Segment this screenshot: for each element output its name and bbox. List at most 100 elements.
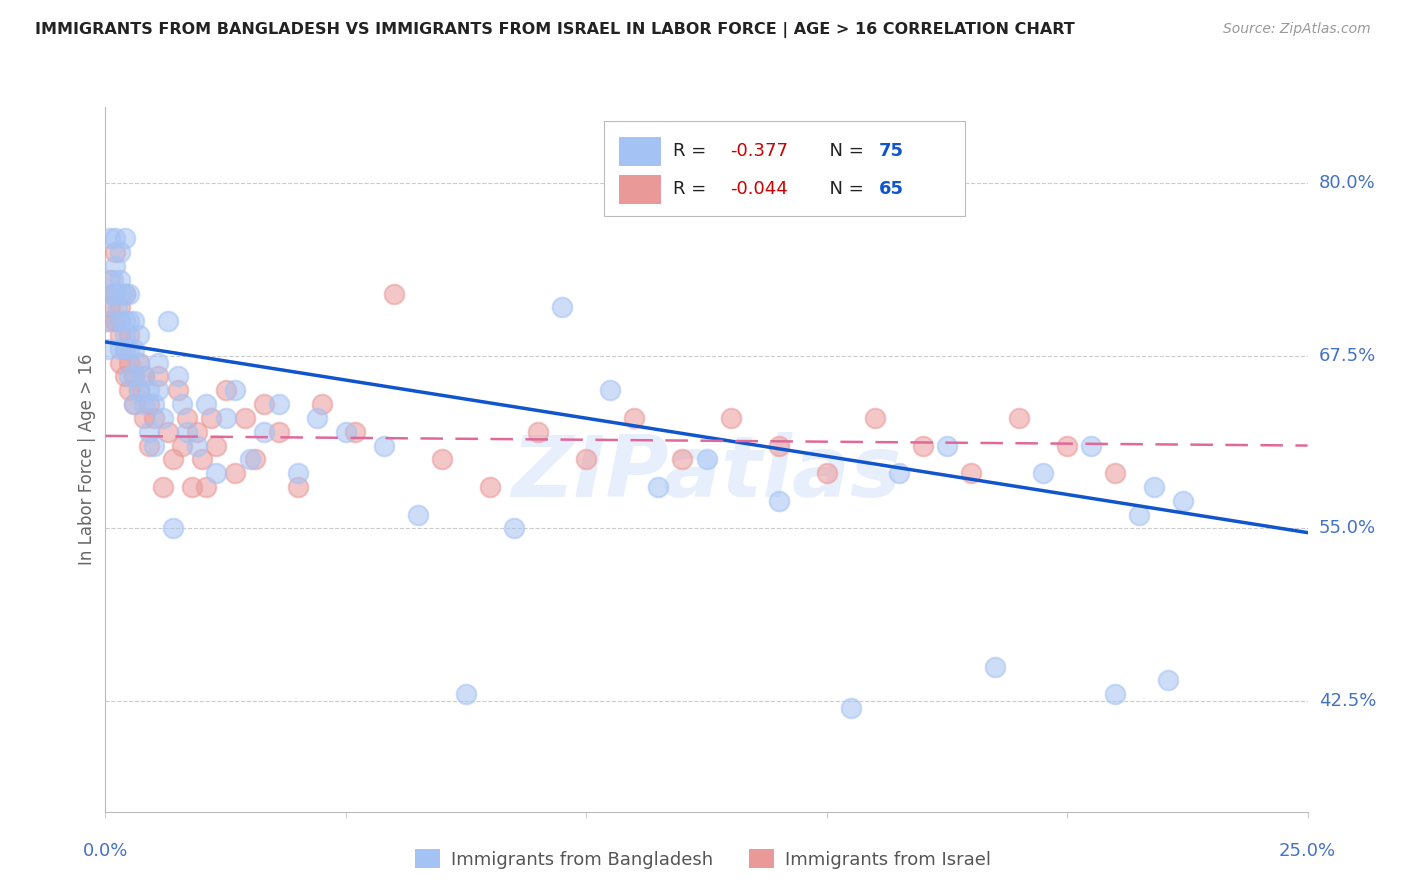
Point — [118, 384, 141, 398]
Point — [887, 466, 910, 480]
Point — [224, 466, 246, 480]
Point — [224, 384, 246, 398]
Point — [114, 286, 136, 301]
Point — [195, 480, 218, 494]
Point — [1157, 673, 1180, 688]
Point — [205, 466, 228, 480]
Point — [156, 425, 179, 439]
Point — [142, 439, 165, 453]
Point — [128, 384, 150, 398]
Point — [454, 687, 477, 701]
Point — [138, 384, 160, 398]
Text: 25.0%: 25.0% — [1279, 842, 1336, 860]
Text: -0.044: -0.044 — [731, 180, 789, 199]
Point — [108, 301, 131, 315]
Point — [243, 452, 266, 467]
Point — [768, 439, 790, 453]
Point — [200, 411, 222, 425]
Point — [98, 286, 121, 301]
Point — [176, 425, 198, 439]
Point — [696, 452, 718, 467]
Point — [101, 286, 124, 301]
Point — [181, 480, 204, 494]
Point — [479, 480, 502, 494]
Point — [1152, 825, 1174, 839]
Point — [148, 369, 170, 384]
Text: IMMIGRANTS FROM BANGLADESH VS IMMIGRANTS FROM ISRAEL IN LABOR FORCE | AGE > 16 C: IMMIGRANTS FROM BANGLADESH VS IMMIGRANTS… — [35, 22, 1076, 38]
Point — [104, 231, 127, 245]
Point — [108, 328, 131, 343]
Text: ZIPatlas: ZIPatlas — [512, 432, 901, 515]
Point — [768, 493, 790, 508]
Point — [124, 369, 146, 384]
FancyBboxPatch shape — [619, 176, 661, 203]
Point — [114, 286, 136, 301]
Point — [98, 301, 121, 315]
Point — [97, 314, 120, 328]
Point — [148, 356, 170, 370]
Point — [176, 411, 198, 425]
Point — [118, 356, 141, 370]
Point — [335, 425, 357, 439]
Point — [287, 480, 309, 494]
Point — [101, 273, 124, 287]
Point — [503, 521, 526, 535]
Point — [108, 314, 131, 328]
Point — [108, 245, 131, 260]
Point — [138, 397, 160, 411]
Point — [253, 397, 276, 411]
Point — [599, 384, 621, 398]
Point — [1104, 466, 1126, 480]
Point — [1056, 439, 1078, 453]
Point — [142, 411, 165, 425]
Point — [156, 314, 179, 328]
Point — [911, 439, 934, 453]
Point — [114, 342, 136, 356]
Text: R =: R = — [673, 143, 711, 161]
Text: 55.0%: 55.0% — [1319, 519, 1376, 538]
Point — [214, 411, 236, 425]
Point — [205, 439, 228, 453]
Point — [118, 314, 141, 328]
Point — [114, 328, 136, 343]
Point — [305, 411, 328, 425]
Text: 0.0%: 0.0% — [83, 842, 128, 860]
Point — [936, 439, 959, 453]
Point — [114, 231, 136, 245]
Point — [551, 301, 574, 315]
Text: N =: N = — [818, 143, 870, 161]
Point — [1008, 411, 1031, 425]
Point — [108, 273, 131, 287]
Point — [166, 384, 188, 398]
Text: 42.5%: 42.5% — [1319, 692, 1376, 710]
Text: 65: 65 — [879, 180, 904, 199]
Point — [527, 425, 550, 439]
Point — [815, 466, 838, 480]
Point — [114, 369, 136, 384]
Point — [124, 397, 146, 411]
Point — [430, 452, 453, 467]
Point — [118, 286, 141, 301]
Point — [172, 439, 194, 453]
Point — [172, 397, 194, 411]
Text: R =: R = — [673, 180, 711, 199]
Point — [138, 425, 160, 439]
Text: 75: 75 — [879, 143, 904, 161]
Point — [128, 384, 150, 398]
Point — [984, 659, 1007, 673]
Point — [148, 384, 170, 398]
Point — [98, 314, 121, 328]
Point — [1080, 439, 1102, 453]
Point — [118, 328, 141, 343]
Point — [98, 231, 121, 245]
Point — [233, 411, 256, 425]
Point — [623, 411, 645, 425]
Y-axis label: In Labor Force | Age > 16: In Labor Force | Age > 16 — [77, 353, 96, 566]
Point — [107, 301, 129, 315]
FancyBboxPatch shape — [619, 137, 661, 166]
Point — [1032, 466, 1054, 480]
Point — [132, 369, 155, 384]
Point — [124, 314, 146, 328]
Point — [186, 439, 208, 453]
Text: -0.377: -0.377 — [731, 143, 789, 161]
